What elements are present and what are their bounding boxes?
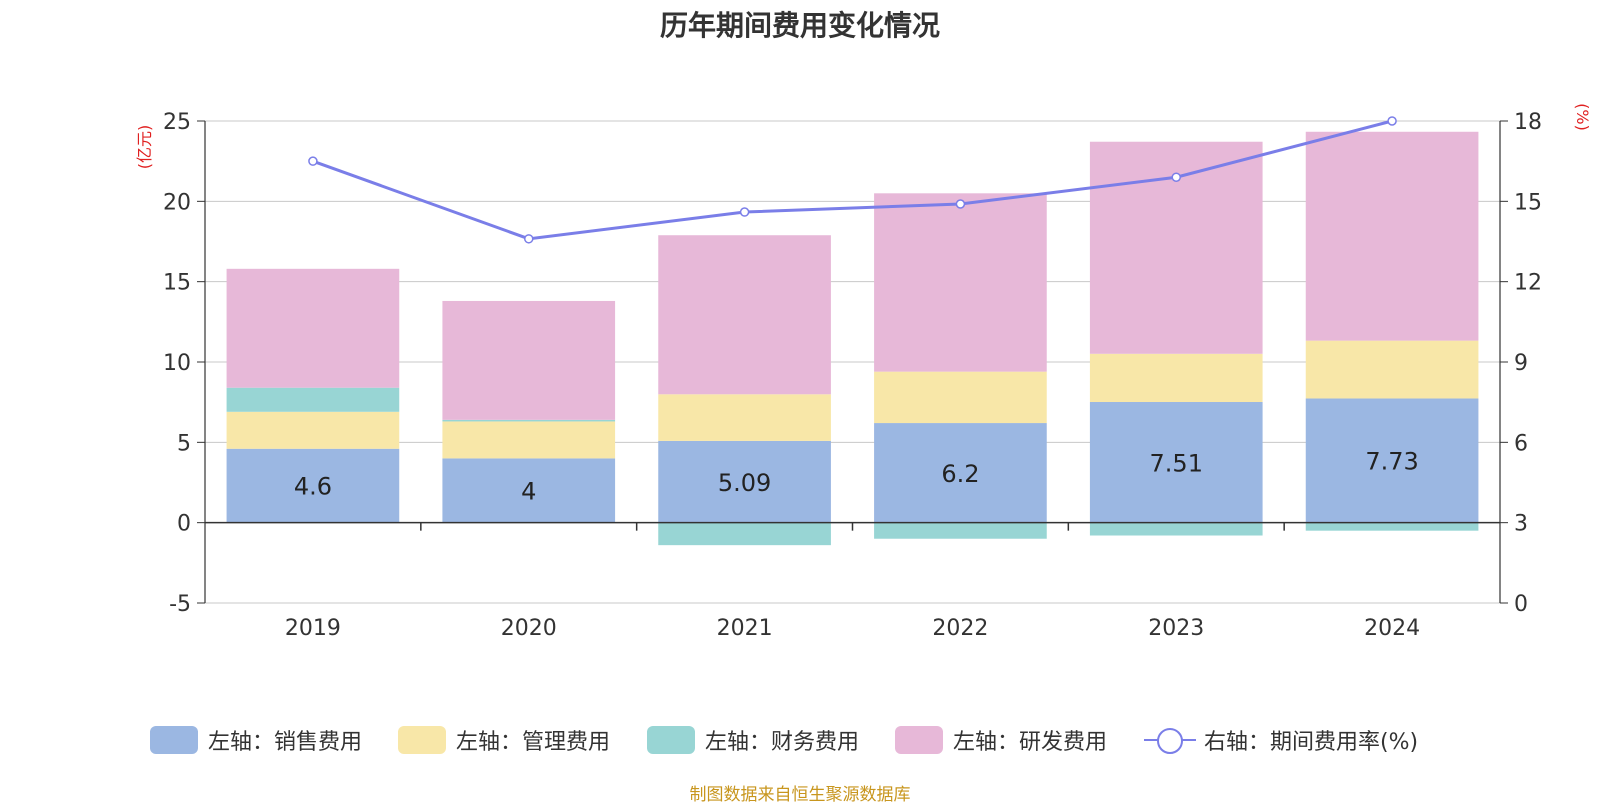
rate-line [312,119,1393,241]
bar-s0-2019 [226,448,400,523]
legend-swatch-sales [150,726,198,754]
bar-s1-2024 [1305,340,1479,399]
legend-label-sales: 左轴：销售费用 [208,730,363,755]
bar-s0-2024 [1305,398,1479,523]
bar-s1-2022 [874,371,1047,424]
left-tick-label-1: 20 [163,190,191,215]
legend-label-rate: 右轴：期间费用率(%) [1204,730,1419,755]
bar-s2-2019 [226,387,400,412]
left-tick-label-2: 15 [163,271,191,296]
data-label-2019: 4.6 [294,473,332,501]
legend-label-admin: 左轴：管理费用 [456,730,611,755]
bar-s2-2023 [1089,522,1263,536]
legend-item-rate[interactable]: 右轴：期间费用率(%) [1144,720,1418,760]
legend-label-finance: 左轴：财务费用 [705,730,860,755]
data-label-2020: 4 [521,478,536,506]
left-tick-label-5: 0 [177,512,191,537]
legend-swatch-admin [398,726,446,754]
legend-item-admin[interactable]: 左轴：管理费用 [398,720,610,760]
x-tick-label-2024: 2024 [1364,616,1420,641]
x-tick-label-2022: 2022 [932,616,988,641]
rate-point-2023 [1171,172,1181,182]
legend-swatch-rnd [895,726,943,754]
legend-swatch-finance [647,726,695,754]
bar-s3-2020 [442,300,616,420]
data-label-2024: 7.73 [1365,448,1418,476]
x-tick-label-2019: 2019 [285,616,341,641]
legend-item-rnd[interactable]: 左轴：研发费用 [895,720,1107,760]
bar-s1-2021 [658,394,831,441]
right-axis-unit: (%) [1573,103,1592,131]
bar-s3-2022 [874,193,1047,372]
bar-s0-2020 [442,458,616,523]
legend-item-sales[interactable]: 左轴：销售费用 [150,720,362,760]
rate-point-2020 [524,234,534,244]
rate-point-2022 [955,199,966,209]
legend: 左轴：销售费用 左轴：管理费用 左轴：财务费用 左轴：研发费用 右轴：期间费用率… [0,720,1600,760]
bar-s0-2021 [658,440,831,523]
x-tick-label-2020: 2020 [501,616,557,641]
bar-s3-2019 [226,268,400,388]
right-tick-label-2: 12 [1514,271,1542,296]
rate-point-2019 [308,156,318,166]
bar-s2-2024 [1305,522,1479,531]
right-tick-label-3: 9 [1514,351,1528,376]
left-tick-label-0: 25 [163,110,191,135]
left-tick-label-4: 5 [177,431,191,456]
rate-point-2024 [1387,116,1397,126]
right-tick-label-5: 3 [1514,512,1528,537]
legend-item-finance[interactable]: 左轴：财务费用 [647,720,859,760]
data-label-2022: 6.2 [941,460,979,488]
left-axis-unit: (亿元) [135,125,154,170]
bar-s1-2019 [226,411,400,449]
right-tick-label-4: 6 [1514,431,1528,456]
right-tick-label-0: 18 [1514,110,1542,135]
bar-s1-2023 [1089,353,1263,403]
right-tick-label-1: 15 [1514,190,1542,215]
bar-s2-2022 [874,522,1047,539]
left-tick-label-3: 10 [163,351,191,376]
bar-s0-2022 [874,423,1047,523]
right-tick-label-6: 0 [1514,592,1528,617]
x-tick-label-2023: 2023 [1148,616,1204,641]
bar-s3-2021 [658,235,831,395]
bar-s1-2020 [442,421,616,459]
bar-s3-2024 [1305,131,1479,341]
data-label-2023: 7.51 [1150,449,1203,477]
x-tick-label-2021: 2021 [717,616,773,641]
bar-s0-2023 [1089,402,1263,523]
bar-s2-2021 [658,522,831,546]
legend-line-marker-icon [1144,726,1196,754]
bar-s2-2020 [442,419,616,422]
left-tick-label-6: -5 [169,592,191,617]
data-label-2021: 5.09 [718,469,771,497]
chart-title: 历年期间费用变化情况 [659,9,940,42]
source-note: 制图数据来自恒生聚源数据库 [689,785,911,805]
legend-label-rnd: 左轴：研发费用 [953,730,1108,755]
rate-point-2021 [739,207,750,217]
